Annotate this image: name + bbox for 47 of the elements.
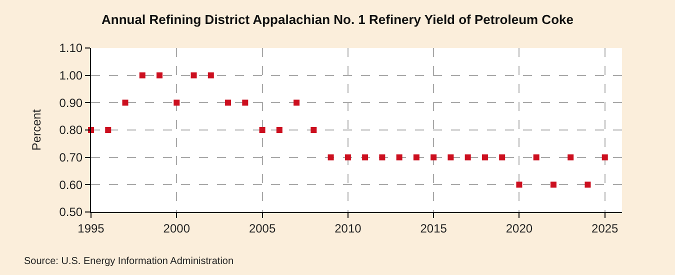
point — [499, 154, 506, 160]
point — [174, 100, 180, 106]
point — [139, 72, 146, 78]
x-tick-label: 2005 — [248, 221, 276, 236]
point — [602, 154, 608, 160]
point — [584, 182, 591, 188]
point — [310, 127, 317, 133]
point — [482, 154, 488, 160]
point — [430, 154, 437, 160]
point — [294, 100, 300, 106]
point — [344, 154, 351, 160]
x-tick-label: 2000 — [163, 221, 190, 236]
point — [105, 127, 112, 133]
point — [533, 154, 540, 160]
y-tick-label: 0.90 — [59, 96, 83, 110]
point — [225, 100, 232, 106]
point — [208, 72, 214, 78]
point — [464, 154, 471, 160]
x-tick-label: 1995 — [78, 221, 105, 236]
y-tick-label: 0.60 — [59, 178, 83, 192]
y-axis-title: Percent — [30, 108, 44, 151]
y-tick-label: 1.00 — [59, 68, 83, 83]
point — [448, 154, 454, 160]
x-tick-label: 2020 — [506, 221, 533, 236]
point — [362, 154, 368, 160]
y-tick-label: 0.50 — [59, 205, 83, 220]
point — [568, 154, 574, 160]
point — [328, 154, 334, 160]
x-tick-label: 2010 — [334, 221, 362, 236]
point — [190, 72, 197, 78]
point — [122, 100, 128, 106]
point — [396, 154, 402, 160]
point — [550, 182, 556, 188]
y-tick-label: 0.80 — [59, 123, 83, 138]
y-tick-label: 0.70 — [59, 150, 83, 165]
point — [259, 127, 266, 133]
y-tick-label: 1.10 — [59, 41, 83, 56]
chart-title: Annual Refining District Appalachian No. 1 Refinery Yield of Petroleum Coke — [102, 12, 574, 27]
point — [516, 182, 522, 188]
point — [379, 154, 386, 160]
point — [276, 127, 282, 133]
x-tick-label: 2015 — [420, 221, 448, 236]
point — [242, 100, 248, 106]
x-tick-label: 2025 — [592, 221, 619, 236]
point — [156, 72, 163, 78]
point — [413, 154, 420, 160]
source-note: Source: U.S. Energy Information Administration — [24, 256, 234, 267]
